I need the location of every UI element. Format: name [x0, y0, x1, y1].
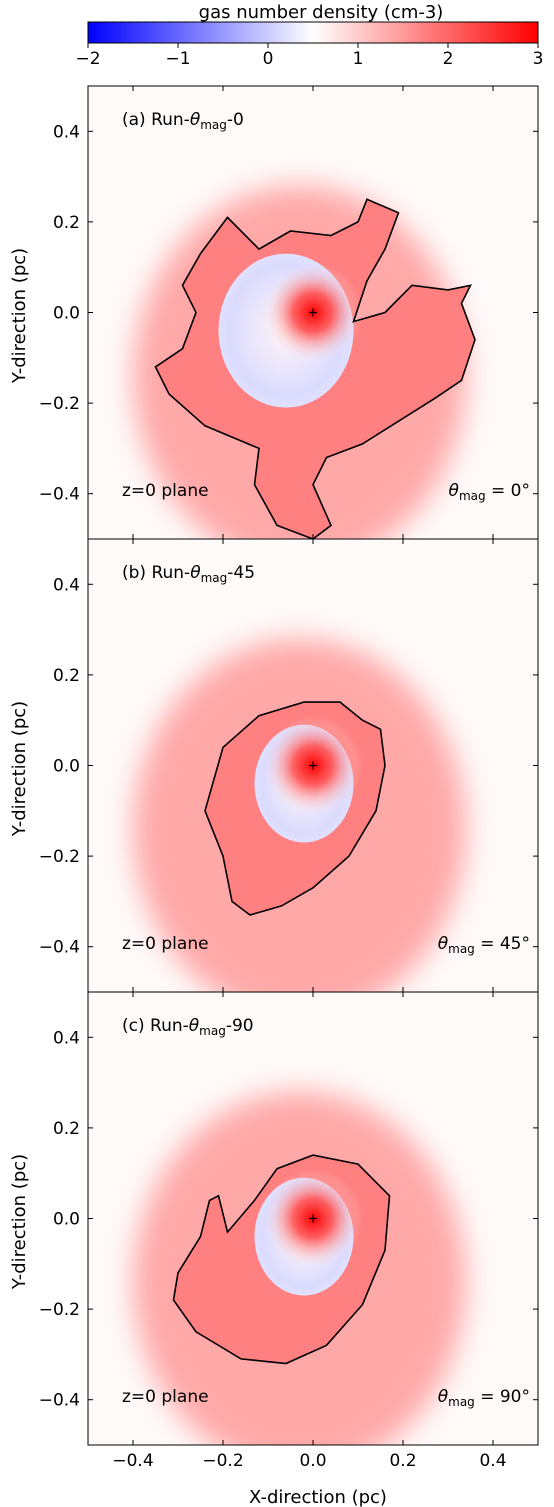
- angle-label: θmag = 0°: [449, 481, 530, 503]
- y-tick-label: −0.2: [39, 1300, 80, 1320]
- y-tick-label: 0.2: [53, 1119, 80, 1139]
- colorbar-tick-label: 3: [533, 49, 544, 69]
- x-axis-label: X-direction (pc): [249, 1487, 387, 1507]
- colorbar: gas number density (cm-3) −2 −1 0 1 2 3: [75, 2, 543, 69]
- plane-label: z=0 plane: [122, 481, 209, 501]
- y-tick-label: −0.2: [39, 847, 80, 867]
- colorbar-label: gas number density (cm-3): [199, 2, 444, 23]
- y-tick-label: 0.0: [53, 1210, 80, 1230]
- y-tick-label: −0.4: [39, 938, 80, 958]
- y-tick-label: −0.4: [39, 1391, 80, 1411]
- panels: −0.4 −0.2 0.0 0.2 0.4 Y-direction (pc) (a) Run…: [9, 85, 539, 1471]
- panel-c: −0.4 −0.2 0.0 0.2 0.4 −0.4 −0.2 0.0 0.2 0.4 Y-dire…: [9, 991, 539, 1471]
- colorbar-tick-label: −1: [165, 49, 190, 69]
- plane-label: z=0 plane: [122, 1387, 209, 1407]
- x-tick-label: 0.0: [299, 1451, 326, 1471]
- panel-title: (b) Run-θmag-45: [122, 563, 255, 585]
- y-axis-label: Y-direction (pc): [9, 1154, 30, 1290]
- panel-a: −0.4 −0.2 0.0 0.2 0.4 Y-direction (pc) (a) Run…: [9, 85, 539, 540]
- y-tick-label: 0.4: [53, 122, 80, 142]
- colorbar-tick-label: 1: [353, 49, 364, 69]
- y-tick-label: 0.4: [53, 1028, 80, 1048]
- x-tick-label: 0.4: [479, 1451, 506, 1471]
- colorbar-tick-label: 0: [263, 49, 274, 69]
- density-contour: [204, 701, 386, 916]
- colorbar-gradient: [87, 21, 539, 44]
- plane-label: z=0 plane: [122, 934, 209, 954]
- panel-title: (a) Run-θmag-0: [122, 110, 244, 132]
- angle-label: θmag = 90°: [438, 1387, 530, 1409]
- density-contour: [154, 198, 476, 539]
- y-axis-label: Y-direction (pc): [9, 248, 30, 384]
- y-tick-label: −0.2: [39, 394, 80, 414]
- y-tick-label: 0.2: [53, 213, 80, 233]
- colorbar-tick-label: 2: [443, 49, 454, 69]
- x-tick-label: −0.4: [112, 1451, 153, 1471]
- angle-label: θmag = 45°: [438, 934, 530, 956]
- density-contour: [172, 1154, 391, 1365]
- y-tick-label: −0.4: [39, 485, 80, 505]
- colorbar-tick-label: −2: [75, 49, 100, 69]
- y-tick-label: 0.2: [53, 666, 80, 686]
- y-tick-label: 0.0: [53, 304, 80, 324]
- y-axis-label: Y-direction (pc): [9, 701, 30, 837]
- x-tick-label: −0.2: [202, 1451, 243, 1471]
- panel-b: −0.4 −0.2 0.0 0.2 0.4 Y-direction (pc) (b) Run…: [9, 538, 539, 993]
- x-tick-label: 0.2: [389, 1451, 416, 1471]
- y-tick-label: 0.4: [53, 575, 80, 595]
- colorbar-ticks: −2 −1 0 1 2 3: [75, 43, 543, 69]
- panel-title: (c) Run-θmag-90: [122, 1016, 254, 1038]
- y-tick-label: 0.0: [53, 757, 80, 777]
